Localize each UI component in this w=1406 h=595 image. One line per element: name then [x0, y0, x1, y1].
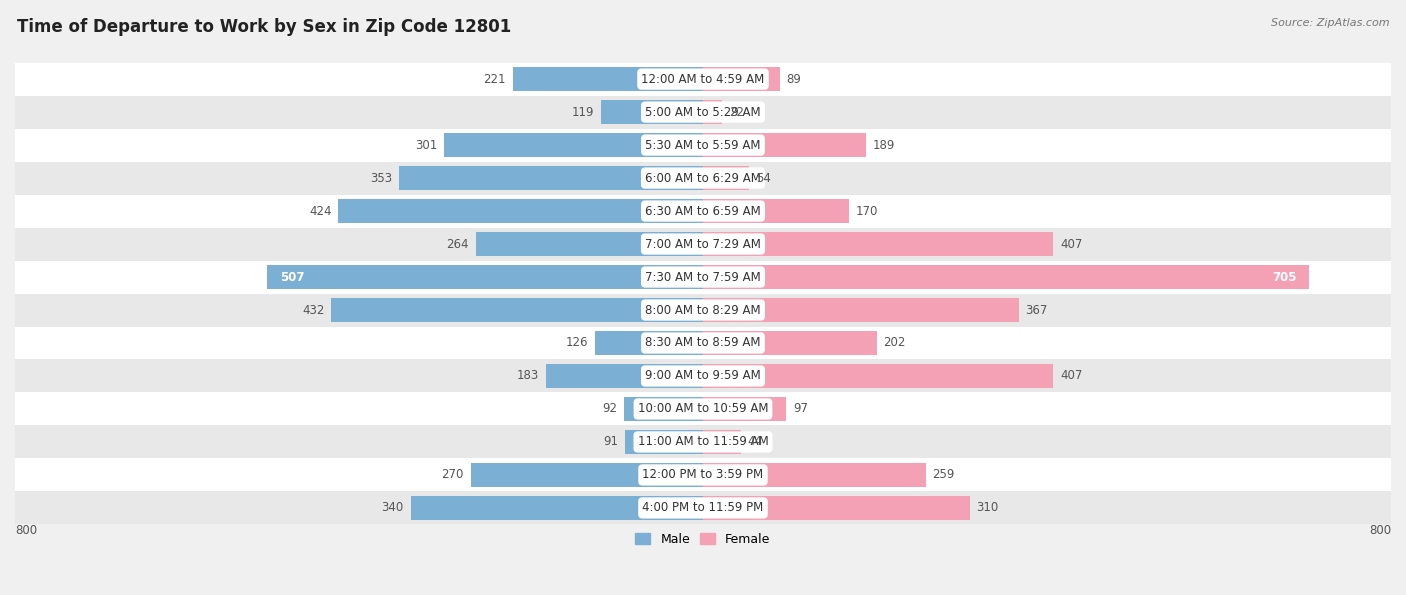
- Bar: [703, 100, 721, 124]
- Bar: [546, 364, 703, 388]
- Bar: [595, 331, 703, 355]
- Text: Time of Departure to Work by Sex in Zip Code 12801: Time of Departure to Work by Sex in Zip …: [17, 18, 512, 36]
- Text: 270: 270: [441, 468, 464, 481]
- Text: 44: 44: [748, 436, 762, 449]
- Bar: [339, 199, 703, 223]
- Bar: [703, 67, 779, 91]
- Bar: [703, 166, 749, 190]
- Text: 353: 353: [370, 171, 392, 184]
- Text: 170: 170: [856, 205, 879, 218]
- Text: 183: 183: [516, 369, 538, 383]
- Bar: [15, 293, 1391, 327]
- Text: 301: 301: [415, 139, 437, 152]
- Bar: [703, 298, 1018, 322]
- Bar: [15, 129, 1391, 162]
- Legend: Male, Female: Male, Female: [630, 528, 776, 550]
- Text: 407: 407: [1060, 237, 1083, 250]
- Text: 6:30 AM to 6:59 AM: 6:30 AM to 6:59 AM: [645, 205, 761, 218]
- Bar: [513, 67, 703, 91]
- Text: 89: 89: [786, 73, 801, 86]
- Text: 705: 705: [1272, 271, 1296, 284]
- Bar: [15, 359, 1391, 393]
- Bar: [477, 232, 703, 256]
- Text: 9:00 AM to 9:59 AM: 9:00 AM to 9:59 AM: [645, 369, 761, 383]
- Text: 264: 264: [447, 237, 470, 250]
- Bar: [624, 430, 703, 454]
- Bar: [703, 496, 970, 520]
- Bar: [703, 463, 925, 487]
- Bar: [444, 133, 703, 157]
- Text: 221: 221: [484, 73, 506, 86]
- Bar: [703, 265, 1309, 289]
- Text: 22: 22: [728, 105, 744, 118]
- Text: 189: 189: [872, 139, 894, 152]
- Bar: [703, 199, 849, 223]
- Text: 4:00 PM to 11:59 PM: 4:00 PM to 11:59 PM: [643, 502, 763, 515]
- Bar: [600, 100, 703, 124]
- Text: 126: 126: [565, 337, 588, 349]
- Bar: [399, 166, 703, 190]
- Bar: [15, 459, 1391, 491]
- Text: 432: 432: [302, 303, 325, 317]
- Text: 8:30 AM to 8:59 AM: 8:30 AM to 8:59 AM: [645, 337, 761, 349]
- Text: 5:00 AM to 5:29 AM: 5:00 AM to 5:29 AM: [645, 105, 761, 118]
- Text: 340: 340: [381, 502, 404, 515]
- Bar: [15, 162, 1391, 195]
- Text: 310: 310: [977, 502, 998, 515]
- Text: Source: ZipAtlas.com: Source: ZipAtlas.com: [1271, 18, 1389, 28]
- Bar: [267, 265, 703, 289]
- Text: 11:00 AM to 11:59 AM: 11:00 AM to 11:59 AM: [638, 436, 768, 449]
- Bar: [15, 261, 1391, 293]
- Text: 800: 800: [1369, 524, 1391, 537]
- Bar: [471, 463, 703, 487]
- Text: 424: 424: [309, 205, 332, 218]
- Text: 5:30 AM to 5:59 AM: 5:30 AM to 5:59 AM: [645, 139, 761, 152]
- Bar: [411, 496, 703, 520]
- Bar: [703, 331, 877, 355]
- Text: 91: 91: [603, 436, 617, 449]
- Bar: [624, 397, 703, 421]
- Bar: [15, 227, 1391, 261]
- Text: 6:00 AM to 6:29 AM: 6:00 AM to 6:29 AM: [645, 171, 761, 184]
- Bar: [703, 133, 866, 157]
- Text: 507: 507: [280, 271, 304, 284]
- Bar: [332, 298, 703, 322]
- Bar: [703, 397, 786, 421]
- Text: 259: 259: [932, 468, 955, 481]
- Text: 800: 800: [15, 524, 37, 537]
- Text: 10:00 AM to 10:59 AM: 10:00 AM to 10:59 AM: [638, 402, 768, 415]
- Text: 7:30 AM to 7:59 AM: 7:30 AM to 7:59 AM: [645, 271, 761, 284]
- Bar: [15, 327, 1391, 359]
- Text: 7:00 AM to 7:29 AM: 7:00 AM to 7:29 AM: [645, 237, 761, 250]
- Text: 12:00 PM to 3:59 PM: 12:00 PM to 3:59 PM: [643, 468, 763, 481]
- Text: 97: 97: [793, 402, 808, 415]
- Text: 119: 119: [571, 105, 593, 118]
- Text: 8:00 AM to 8:29 AM: 8:00 AM to 8:29 AM: [645, 303, 761, 317]
- Bar: [15, 393, 1391, 425]
- Text: 54: 54: [756, 171, 772, 184]
- Bar: [15, 62, 1391, 96]
- Text: 407: 407: [1060, 369, 1083, 383]
- Bar: [703, 364, 1053, 388]
- Bar: [703, 232, 1053, 256]
- Bar: [15, 195, 1391, 227]
- Text: 367: 367: [1025, 303, 1047, 317]
- Text: 202: 202: [883, 337, 905, 349]
- Bar: [15, 425, 1391, 459]
- Text: 12:00 AM to 4:59 AM: 12:00 AM to 4:59 AM: [641, 73, 765, 86]
- Bar: [15, 491, 1391, 524]
- Bar: [15, 96, 1391, 129]
- Bar: [703, 430, 741, 454]
- Text: 92: 92: [602, 402, 617, 415]
